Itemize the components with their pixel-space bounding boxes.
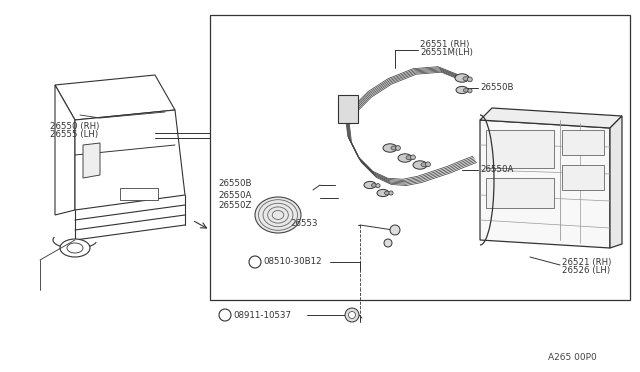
Ellipse shape: [455, 74, 469, 82]
Text: 26550B: 26550B: [218, 179, 252, 187]
Circle shape: [219, 309, 231, 321]
Text: 26550Z: 26550Z: [218, 201, 252, 209]
Text: 26551 (RH): 26551 (RH): [420, 41, 469, 49]
Circle shape: [396, 145, 401, 150]
Bar: [210, 15, 630, 300]
Text: A265 00P0: A265 00P0: [548, 353, 596, 362]
Ellipse shape: [60, 239, 90, 257]
Polygon shape: [610, 116, 622, 248]
Text: 08510-30B12: 08510-30B12: [263, 257, 322, 266]
Text: 26550A: 26550A: [218, 192, 252, 201]
Ellipse shape: [371, 184, 376, 187]
Text: 26555 (LH): 26555 (LH): [50, 131, 98, 140]
Circle shape: [384, 239, 392, 247]
Polygon shape: [480, 108, 622, 128]
Bar: [120, 188, 158, 200]
Ellipse shape: [364, 182, 376, 189]
Polygon shape: [75, 110, 185, 210]
Text: S: S: [252, 257, 258, 266]
Bar: [338, 95, 358, 123]
Bar: [486, 178, 554, 208]
Ellipse shape: [383, 144, 397, 152]
Circle shape: [468, 89, 472, 93]
Text: 26550A: 26550A: [480, 164, 513, 173]
Text: 26551M(LH): 26551M(LH): [420, 48, 473, 58]
Ellipse shape: [398, 154, 412, 162]
Circle shape: [467, 77, 472, 82]
Ellipse shape: [67, 243, 83, 253]
Polygon shape: [480, 120, 610, 248]
Ellipse shape: [391, 146, 397, 150]
Ellipse shape: [463, 77, 469, 81]
Ellipse shape: [421, 163, 427, 167]
Circle shape: [249, 256, 261, 268]
Circle shape: [389, 191, 393, 195]
Circle shape: [376, 184, 380, 188]
Circle shape: [349, 311, 355, 318]
Bar: [562, 165, 604, 190]
Polygon shape: [55, 85, 75, 215]
Polygon shape: [55, 75, 175, 120]
Circle shape: [426, 162, 430, 167]
Circle shape: [411, 155, 415, 160]
Text: 26521 (RH): 26521 (RH): [562, 257, 611, 266]
Bar: [562, 130, 604, 155]
Ellipse shape: [255, 197, 301, 233]
Text: N: N: [221, 311, 228, 320]
Text: 26553: 26553: [290, 219, 317, 228]
Text: 08911-10537: 08911-10537: [233, 311, 291, 320]
Text: 26550B: 26550B: [480, 83, 513, 92]
Circle shape: [390, 225, 400, 235]
Ellipse shape: [413, 161, 427, 169]
Ellipse shape: [385, 191, 390, 195]
Ellipse shape: [456, 86, 468, 94]
Polygon shape: [83, 143, 100, 178]
Ellipse shape: [406, 155, 412, 160]
Ellipse shape: [463, 89, 468, 92]
Text: 26526 (LH): 26526 (LH): [562, 266, 610, 276]
Bar: [486, 130, 554, 168]
Ellipse shape: [377, 189, 389, 196]
Circle shape: [345, 308, 359, 322]
Text: 26550 (RH): 26550 (RH): [50, 122, 99, 131]
